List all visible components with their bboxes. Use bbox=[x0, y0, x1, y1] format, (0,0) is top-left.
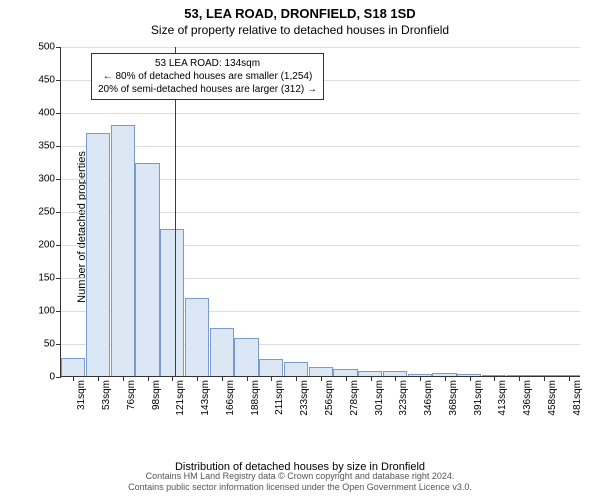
y-tick-label: 50 bbox=[44, 339, 55, 350]
histogram-bar bbox=[408, 374, 432, 376]
histogram-bar bbox=[61, 358, 85, 376]
x-tick-mark bbox=[98, 376, 99, 381]
x-tick-label: 211sqm bbox=[274, 380, 285, 415]
footer: Contains HM Land Registry data © Crown c… bbox=[0, 471, 600, 494]
x-tick-mark bbox=[494, 376, 495, 381]
y-tick-label: 400 bbox=[38, 108, 55, 119]
x-tick-label: 256sqm bbox=[324, 380, 335, 416]
x-tick-mark bbox=[296, 376, 297, 381]
annotation-line: 53 LEA ROAD: 134sqm bbox=[98, 57, 317, 70]
x-tick-mark bbox=[371, 376, 372, 381]
footer-line: Contains HM Land Registry data © Crown c… bbox=[0, 471, 600, 483]
histogram-bar bbox=[531, 375, 555, 376]
y-tick-label: 500 bbox=[38, 42, 55, 53]
x-tick-label: 436sqm bbox=[522, 380, 533, 416]
histogram-bar bbox=[482, 375, 506, 376]
histogram-bar bbox=[383, 371, 407, 376]
histogram-bar bbox=[556, 375, 580, 376]
histogram-bar bbox=[185, 298, 209, 376]
x-tick-mark bbox=[445, 376, 446, 381]
x-tick-label: 121sqm bbox=[175, 380, 186, 416]
x-tick-mark bbox=[569, 376, 570, 381]
x-tick-label: 143sqm bbox=[200, 380, 211, 416]
x-tick-mark bbox=[395, 376, 396, 381]
histogram-bar bbox=[284, 362, 308, 376]
x-tick-mark bbox=[197, 376, 198, 381]
x-tick-label: 233sqm bbox=[299, 380, 310, 416]
x-tick-label: 166sqm bbox=[225, 380, 236, 416]
x-tick-label: 346sqm bbox=[423, 380, 434, 416]
y-tick-label: 150 bbox=[38, 273, 55, 284]
x-tick-mark bbox=[420, 376, 421, 381]
histogram-bar bbox=[507, 375, 531, 376]
y-tick-label: 300 bbox=[38, 174, 55, 185]
x-tick-mark bbox=[123, 376, 124, 381]
x-tick-mark bbox=[346, 376, 347, 381]
x-tick-label: 31sqm bbox=[76, 380, 87, 410]
histogram-bar bbox=[135, 163, 159, 376]
chart-title-main: 53, LEA ROAD, DRONFIELD, S18 1SD bbox=[0, 0, 600, 21]
y-tick-label: 200 bbox=[38, 240, 55, 251]
x-tick-label: 458sqm bbox=[547, 380, 558, 416]
y-tick-mark bbox=[56, 377, 61, 378]
x-tick-label: 323sqm bbox=[398, 380, 409, 416]
histogram-bar bbox=[111, 125, 135, 376]
x-tick-mark bbox=[519, 376, 520, 381]
x-tick-mark bbox=[73, 376, 74, 381]
x-tick-label: 98sqm bbox=[151, 380, 162, 410]
y-tick-label: 450 bbox=[38, 75, 55, 86]
x-tick-mark bbox=[544, 376, 545, 381]
x-tick-mark bbox=[321, 376, 322, 381]
plot-area: 53 LEA ROAD: 134sqm ← 80% of detached ho… bbox=[60, 47, 580, 377]
histogram-bar bbox=[259, 359, 283, 376]
x-tick-mark bbox=[247, 376, 248, 381]
histogram-bar bbox=[432, 373, 456, 376]
histogram-bar bbox=[333, 369, 357, 376]
annotation-line: 20% of semi-detached houses are larger (… bbox=[98, 83, 317, 96]
x-tick-label: 368sqm bbox=[448, 380, 459, 416]
y-tick-label: 250 bbox=[38, 207, 55, 218]
histogram-bar bbox=[234, 338, 258, 376]
x-tick-label: 53sqm bbox=[101, 380, 112, 410]
histogram-bar bbox=[160, 229, 184, 376]
histogram-bar bbox=[210, 328, 234, 376]
x-tick-label: 481sqm bbox=[572, 380, 583, 416]
x-tick-mark bbox=[172, 376, 173, 381]
x-tick-mark bbox=[470, 376, 471, 381]
x-tick-mark bbox=[271, 376, 272, 381]
histogram-bar bbox=[86, 133, 110, 376]
chart-wrapper: Number of detached properties 53 LEA ROA… bbox=[0, 37, 600, 417]
histogram-bar bbox=[309, 367, 333, 376]
y-tick-label: 100 bbox=[38, 306, 55, 317]
x-tick-label: 391sqm bbox=[473, 380, 484, 416]
footer-line: Contains public sector information licen… bbox=[0, 482, 600, 494]
histogram-bar bbox=[457, 374, 481, 376]
y-tick-label: 0 bbox=[49, 372, 55, 383]
annotation-box: 53 LEA ROAD: 134sqm ← 80% of detached ho… bbox=[91, 53, 324, 100]
annotation-line: ← 80% of detached houses are smaller (1,… bbox=[98, 70, 317, 83]
x-tick-label: 188sqm bbox=[250, 380, 261, 416]
y-tick-label: 350 bbox=[38, 141, 55, 152]
x-tick-mark bbox=[222, 376, 223, 381]
x-tick-mark bbox=[148, 376, 149, 381]
x-tick-label: 76sqm bbox=[126, 380, 137, 410]
chart-title-sub: Size of property relative to detached ho… bbox=[0, 21, 600, 37]
x-tick-label: 413sqm bbox=[497, 380, 508, 416]
histogram-bar bbox=[358, 371, 382, 376]
x-tick-label: 301sqm bbox=[374, 380, 385, 416]
x-tick-label: 278sqm bbox=[349, 380, 360, 416]
